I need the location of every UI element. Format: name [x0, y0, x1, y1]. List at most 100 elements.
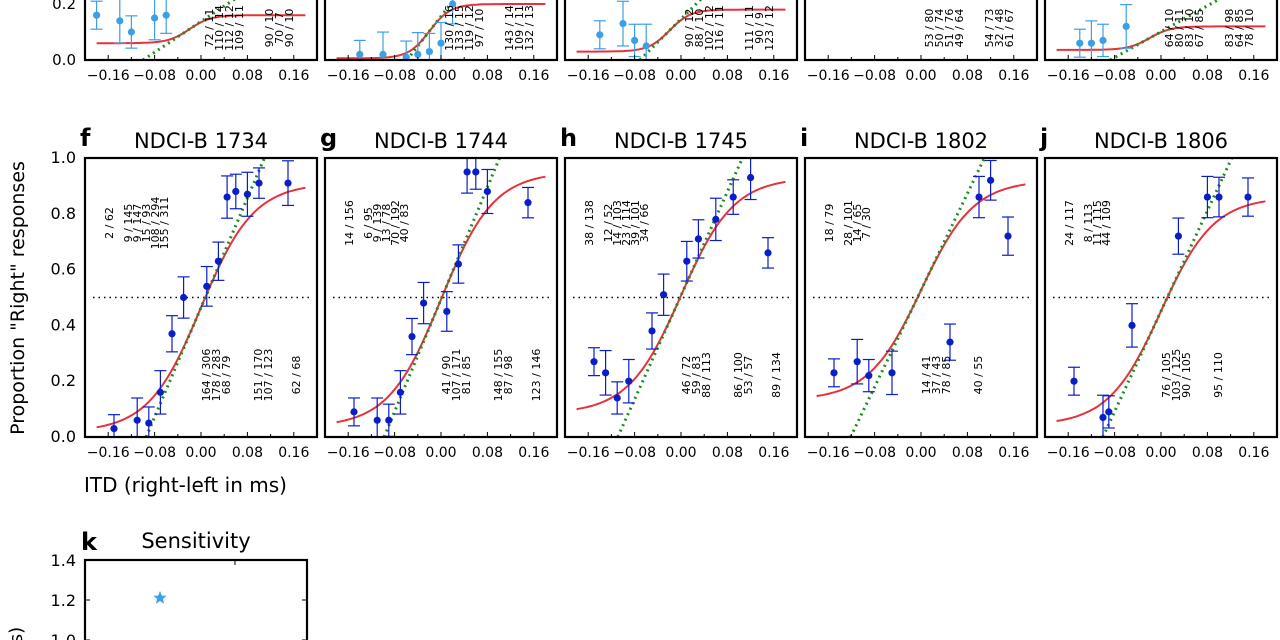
- count-label-top: 44 / 109: [1100, 200, 1113, 246]
- x-tick-label: −0.16: [567, 445, 610, 461]
- count-label-bottom: 164 / 306: [200, 349, 213, 402]
- count-label-top: 9 / 139: [371, 204, 384, 243]
- data-point: [1105, 408, 1113, 416]
- data-point: [203, 282, 211, 290]
- count-label-bottom: 123 / 12: [763, 5, 776, 51]
- x-tick-label: 0.16: [1238, 445, 1269, 461]
- x-tick-label: −0.08: [133, 68, 176, 84]
- data-point: [729, 193, 737, 201]
- x-tick-label: 0.16: [758, 68, 789, 84]
- data-point: [596, 31, 604, 39]
- count-label-bottom: 90 / 105: [1180, 352, 1193, 398]
- x-tick-label: 0.16: [758, 445, 789, 461]
- data-point: [133, 416, 141, 424]
- data-point: [631, 36, 639, 45]
- data-point: [590, 358, 598, 366]
- count-label-top: 14 / 156: [343, 200, 356, 246]
- slope-line: [144, 158, 266, 437]
- data-point: [420, 299, 428, 307]
- data-point: [110, 425, 118, 433]
- x-tick-label: −0.08: [613, 445, 656, 461]
- count-label-bottom: 90 / 12: [683, 9, 696, 48]
- data-point: [127, 28, 135, 36]
- panel-letter: j: [1039, 124, 1048, 152]
- data-point: [524, 199, 532, 207]
- count-label-bottom: 89 / 134: [770, 352, 783, 398]
- count-label-bottom: 119 / 12: [463, 5, 476, 51]
- slope-line: [382, 158, 501, 437]
- count-label-bottom: 54 / 73: [983, 9, 996, 48]
- x-tick-label: 0.16: [278, 68, 309, 84]
- count-label-bottom: 148 / 155: [492, 349, 505, 402]
- count-label-top: 8 / 113: [1082, 204, 1095, 243]
- panel-title: NDCI-B 1806: [1094, 129, 1228, 153]
- x-tick-label: 0.16: [518, 445, 549, 461]
- count-label-top: 155 / 311: [158, 197, 171, 250]
- x-tick-label: 0.08: [232, 445, 263, 461]
- x-tick-label: 0.00: [185, 445, 216, 461]
- count-label-bottom: 112 / 12: [223, 5, 236, 51]
- data-point: [373, 416, 381, 424]
- y-tick-label: 0.0: [51, 427, 76, 446]
- data-point: [1076, 39, 1084, 47]
- count-label-bottom: 53 / 80: [923, 9, 936, 48]
- x-tick-label: −0.16: [327, 68, 370, 84]
- data-point: [1244, 193, 1252, 201]
- data-point: [1070, 377, 1078, 385]
- panel-letter: f: [80, 124, 91, 152]
- x-tick-label: −0.08: [1093, 445, 1136, 461]
- count-label-top: 9 / 147: [131, 204, 144, 243]
- data-point: [443, 307, 451, 316]
- data-point: [694, 235, 703, 243]
- x-tick-label: 0.08: [1192, 68, 1223, 84]
- data-point: [162, 11, 170, 19]
- panel-title: NDCI-B 1744: [374, 129, 508, 153]
- count-label-bottom: 83 / 10: [1183, 9, 1196, 48]
- top-y-tick-label: 0.0: [52, 51, 76, 69]
- count-label-bottom: 90 / 9: [753, 12, 766, 44]
- count-label-bottom: 83 / 98: [1223, 9, 1236, 48]
- data-point: [1174, 232, 1182, 240]
- x-tick-label: −0.16: [1047, 68, 1090, 84]
- x-tick-label: −0.08: [373, 68, 416, 84]
- panel-title: NDCI-B 1745: [614, 129, 748, 153]
- y-tick-label: 1.4: [51, 551, 76, 570]
- x-tick-label: −0.16: [87, 445, 130, 461]
- data-point: [683, 257, 691, 265]
- x-tick-label: −0.16: [807, 445, 850, 461]
- count-label-bottom: 178 / 283: [210, 349, 223, 402]
- x-tick-label: −0.16: [87, 68, 130, 84]
- panel-letter: k: [81, 528, 98, 556]
- x-tick-label: 0.08: [232, 68, 263, 84]
- data-point: [619, 20, 627, 28]
- count-label-bottom: 107 / 171: [450, 349, 463, 402]
- data-point: [1215, 193, 1223, 201]
- top-y-tick-label: 0.2: [52, 0, 76, 13]
- x-tick-label: −0.08: [853, 445, 896, 461]
- data-point: [156, 388, 164, 396]
- count-label-top: 13 / 78: [380, 204, 393, 243]
- count-label-bottom: 123 / 146: [530, 349, 543, 402]
- x-tick-label: −0.16: [567, 68, 610, 84]
- x-axis-label: ITD (right-left in ms): [84, 473, 287, 497]
- count-label-bottom: 59 / 83: [690, 356, 703, 395]
- panel-title: NDCI-B 1734: [134, 129, 268, 153]
- slope-line: [142, 0, 237, 60]
- x-tick-label: 0.00: [185, 68, 216, 84]
- count-label-top: 24 / 117: [1063, 200, 1076, 246]
- data-point: [379, 50, 387, 59]
- x-tick-label: −0.08: [373, 445, 416, 461]
- data-point: [396, 388, 404, 396]
- data-point: [463, 168, 471, 176]
- data-point: [764, 249, 772, 257]
